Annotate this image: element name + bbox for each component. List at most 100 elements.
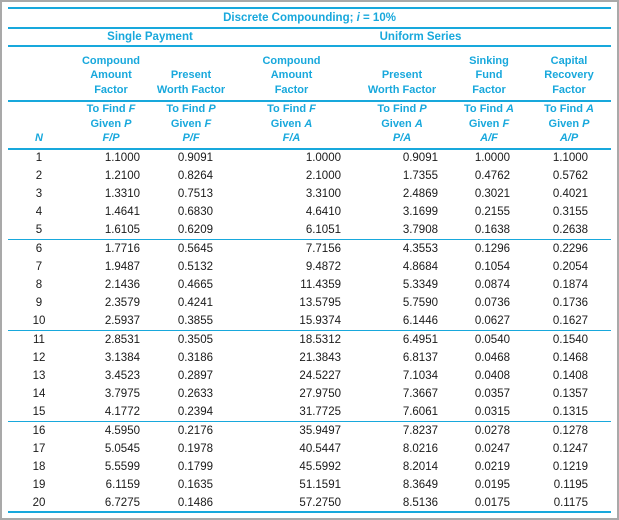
cell-n: 16	[32, 424, 46, 437]
cell-value: 1.2100	[104, 169, 140, 182]
cell-value: 0.5762	[552, 169, 589, 182]
cell-value: 0.2155	[474, 206, 510, 219]
cell-n: 12	[32, 351, 46, 364]
cell-n: 9	[35, 297, 43, 310]
cell-n: 6	[35, 242, 43, 255]
cell-value: 0.8264	[177, 169, 213, 182]
factor-header-present-worth-us: Present Worth Factor	[353, 46, 451, 102]
cell-value: 1.0000	[474, 152, 510, 165]
cell-value: 0.0540	[474, 333, 510, 346]
cell-n: 18	[32, 460, 46, 473]
cell-value: 1.6105	[70, 221, 152, 240]
cell-value: 0.1799	[177, 460, 213, 473]
cell-value: 0.0627	[451, 312, 527, 331]
cell-value: 8.5136	[353, 494, 451, 514]
cell-value: 6.7275	[70, 494, 152, 514]
cell-value: 4.8684	[402, 260, 438, 273]
column-header-af: To Find A Given F A/F	[451, 101, 527, 150]
cell-value: 7.1034	[402, 369, 438, 382]
factor-header-compound-amount-sp: Compound Amount Factor	[70, 46, 152, 102]
cell-value: 0.1978	[177, 442, 213, 455]
table-title: Discrete Compounding; i = 10%	[8, 7, 612, 29]
cell-value: 13.5795	[299, 297, 341, 310]
cell-value: 4.6410	[305, 206, 341, 219]
cell-value: 7.7156	[305, 242, 341, 255]
cell-value: 7.3667	[402, 388, 438, 401]
cell-value: 57.2750	[230, 494, 353, 514]
cell-value: 0.1054	[474, 260, 510, 273]
table-row: 7 1.9487 0.5132 9.4872 4.8684 0.1054 0.2054	[8, 258, 611, 276]
cell-n: 19	[32, 478, 46, 491]
interest-rate-value: = 10%	[359, 12, 396, 24]
cell-value: 0.4762	[474, 169, 510, 182]
cell-value: 0.9091	[402, 152, 438, 165]
cell-n: 7	[35, 260, 43, 273]
cell-value: 0.1468	[552, 351, 589, 364]
cell-value: 0.0736	[474, 297, 510, 310]
cell-value: 0.1486	[152, 494, 230, 514]
cell-value: 1.1000	[552, 152, 589, 165]
table-row: 16 4.5950 0.2176 35.9497 7.8237 0.0278 0.1278	[8, 421, 611, 439]
cell-value: 0.0408	[474, 369, 510, 382]
cell-value: 0.2638	[527, 221, 612, 240]
cell-value: 0.2897	[177, 369, 213, 382]
cell-value: 0.3021	[474, 187, 510, 200]
factor-name-header-row: Compound Amount Factor Present Worth Fac…	[8, 46, 612, 102]
cell-value: 4.5950	[104, 424, 140, 437]
cell-value: 1.3310	[104, 187, 140, 200]
cell-value: 5.5599	[104, 460, 140, 473]
table-title-row: Discrete Compounding; i = 10%	[8, 7, 612, 29]
factor-header-capital-recovery: Capital Recovery Factor	[527, 46, 612, 102]
cell-value: 0.1736	[552, 297, 589, 310]
cell-value: 21.3843	[299, 351, 341, 364]
group-header-spacer	[8, 28, 70, 47]
cell-value: 0.3186	[177, 351, 213, 364]
cell-value: 0.2633	[177, 388, 213, 401]
cell-value: 0.1296	[474, 242, 510, 255]
column-header-pa: To Find P Given A P/A	[353, 101, 451, 150]
cell-value: 0.6209	[152, 221, 230, 240]
table-row: 4 1.4641 0.6830 4.6410 3.1699 0.2155 0.3155	[8, 203, 611, 221]
cell-value: 0.3855	[152, 312, 230, 331]
compounding-factor-table: Discrete Compounding; i = 10% Single Pay…	[8, 7, 612, 514]
table-row: 13 3.4523 0.2897 24.5227 7.1034 0.0408 0.1408	[8, 367, 611, 385]
cell-value: 5.0545	[104, 442, 140, 455]
cell-value: 0.1408	[552, 369, 589, 382]
cell-value: 0.1219	[552, 460, 589, 473]
cell-value: 0.7513	[177, 187, 213, 200]
cell-value: 6.1051	[230, 221, 353, 240]
interest-rate-variable: i	[356, 12, 360, 24]
cell-value: 3.7908	[353, 221, 451, 240]
cell-value: 0.2394	[152, 403, 230, 422]
cell-value: 35.9497	[299, 424, 341, 437]
cell-value: 18.5312	[299, 333, 341, 346]
cell-value: 0.9091	[177, 152, 213, 165]
cell-value: 0.1540	[552, 333, 589, 346]
cell-n: 3	[35, 187, 43, 200]
column-header-fa: To Find F Given A F/A	[230, 101, 353, 150]
column-header-ap: To Find A Given P A/P	[527, 101, 612, 150]
table-row: 14 3.7975 0.2633 27.9750 7.3667 0.0357 0.1357	[8, 385, 611, 403]
cell-value: 7.8237	[402, 424, 438, 437]
cell-value: 0.1635	[177, 478, 213, 491]
cell-value: 1.0000	[305, 152, 341, 165]
cell-value: 0.2054	[552, 260, 589, 273]
cell-value: 11.4359	[300, 278, 341, 291]
factor-header-compound-amount-us: Compound Amount Factor	[230, 46, 353, 102]
cell-value: 5.7590	[402, 297, 438, 310]
table-row: 11 2.8531 0.3505 18.5312 6.4951 0.0540 0.1540	[8, 330, 611, 348]
cell-value: 0.0278	[474, 424, 510, 437]
cell-value: 0.2176	[177, 424, 213, 437]
cell-value: 0.5645	[177, 242, 213, 255]
cell-value: 3.4523	[104, 369, 140, 382]
cell-value: 6.4951	[402, 333, 438, 346]
table-row: 5 1.6105 0.6209 6.1051 3.7908 0.1638 0.2638	[8, 221, 612, 240]
table-row: 20 6.7275 0.1486 57.2750 8.5136 0.0175 0.1175	[8, 494, 612, 514]
column-header-fp: To Find F Given P F/P	[70, 101, 152, 150]
cell-value: 7.6061	[353, 403, 451, 422]
table-body: 1 1.1000 0.9091 1.0000 0.9091 1.0000 1.1000 2 1.…	[8, 149, 612, 514]
cell-value: 0.2296	[552, 242, 589, 255]
column-header-n: N	[8, 101, 70, 150]
cell-value: 0.6830	[177, 206, 213, 219]
